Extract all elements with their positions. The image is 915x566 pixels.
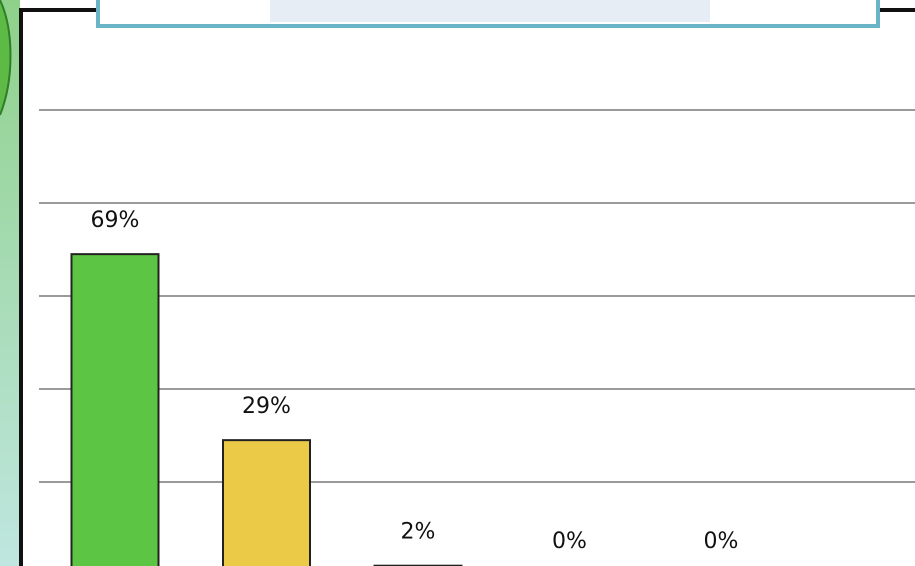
data-label: 0% [704, 529, 739, 554]
side-panel [0, 0, 20, 566]
bar [70, 253, 160, 566]
title-reflection [270, 0, 710, 22]
bar [222, 439, 311, 566]
data-label: 2% [401, 520, 436, 545]
plot-frame [19, 8, 915, 566]
data-label: 29% [242, 394, 291, 419]
data-label: 69% [91, 208, 140, 233]
data-label: 0% [552, 529, 587, 554]
side-decoration [0, 0, 12, 116]
